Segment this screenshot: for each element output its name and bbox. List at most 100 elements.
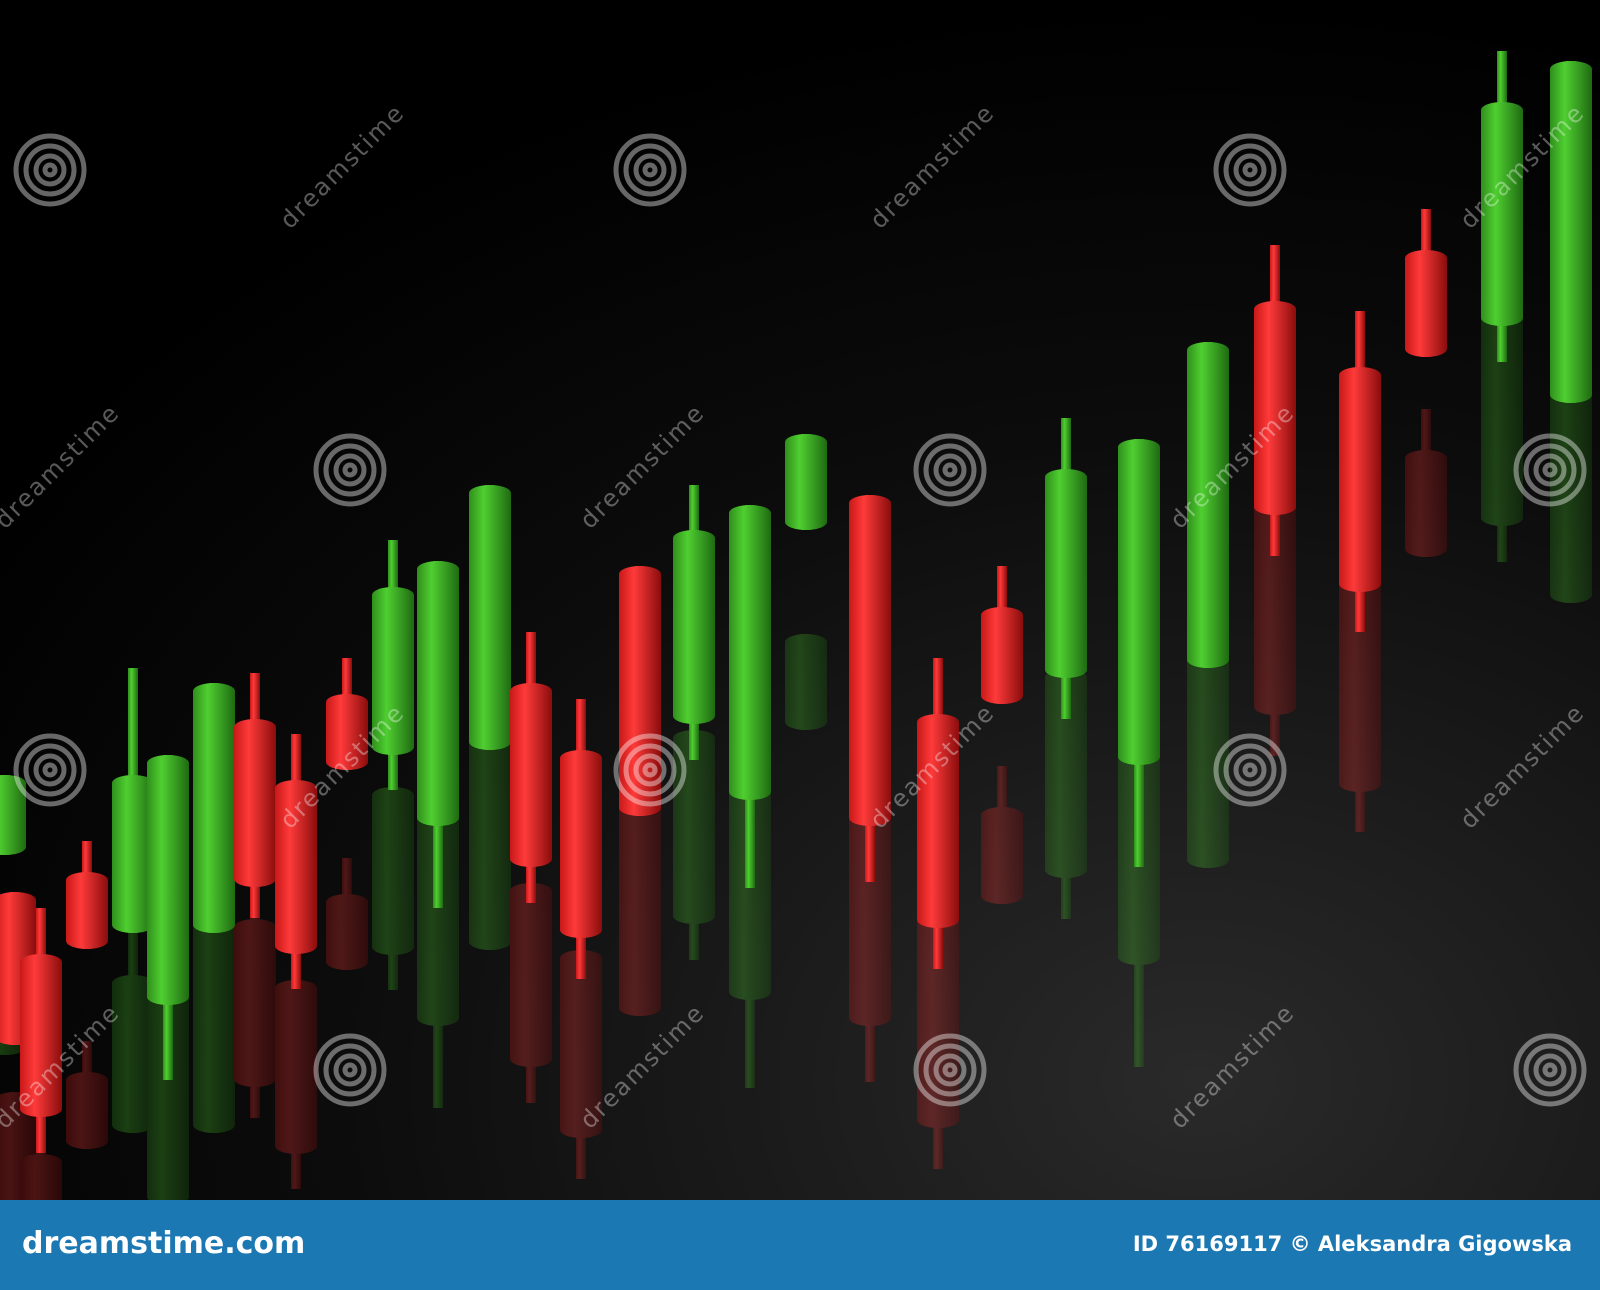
watermark-icon — [42, 762, 58, 778]
candle-body — [147, 755, 189, 1005]
candle-body — [326, 694, 368, 770]
candle-body — [1045, 469, 1087, 678]
candle-body — [1339, 367, 1381, 592]
candle-body — [469, 485, 511, 750]
candle-body — [785, 634, 827, 730]
watermark-icon — [1513, 1033, 1587, 1107]
candle-body — [981, 807, 1023, 904]
candle-body — [1405, 250, 1447, 357]
footer: dreamstime.com ID 76169117 © Aleksandra … — [0, 1200, 1600, 1290]
watermark-icon — [333, 453, 367, 487]
candle-body — [326, 894, 368, 970]
watermark-icon — [642, 762, 658, 778]
candle-body — [372, 787, 414, 955]
watermark-icon — [33, 753, 67, 787]
watermark-icon — [13, 133, 87, 207]
candle-body — [66, 1072, 108, 1149]
watermark-icon — [1242, 762, 1258, 778]
watermark-icon — [333, 1053, 367, 1087]
candle-body — [1405, 450, 1447, 557]
watermark-icon — [923, 1043, 977, 1097]
candle-body — [560, 950, 602, 1138]
candle-body — [1118, 439, 1160, 765]
candle-body — [1045, 669, 1087, 878]
candle-body — [234, 719, 276, 887]
watermark-icon — [633, 153, 667, 187]
candle-body — [112, 975, 154, 1133]
watermark-icon — [1223, 743, 1277, 797]
candles — [0, 51, 1592, 1153]
candle-body — [112, 775, 154, 933]
watermark-icon — [913, 1033, 987, 1107]
candle-body — [193, 883, 235, 1133]
watermark-icon — [1523, 443, 1577, 497]
candle-body — [981, 607, 1023, 704]
candle-body — [20, 1154, 62, 1200]
watermark-icon — [42, 162, 58, 178]
watermark-icon — [933, 453, 967, 487]
watermark-icon — [613, 133, 687, 207]
watermark-icon — [1233, 153, 1267, 187]
watermark-icon — [623, 743, 677, 797]
candle-body — [1481, 102, 1523, 326]
watermark-icon — [1533, 453, 1567, 487]
candle-body — [417, 561, 459, 826]
watermark-icon — [1233, 753, 1267, 787]
candle-body — [20, 954, 62, 1117]
candle-body — [917, 714, 959, 928]
candle-body — [510, 683, 552, 867]
watermark-icon — [1513, 433, 1587, 507]
watermark-icon — [1523, 1043, 1577, 1097]
candle-body — [234, 919, 276, 1087]
watermark-icon — [323, 443, 377, 497]
candle-body — [275, 780, 317, 954]
candle-body — [619, 766, 661, 1016]
watermark-icon — [23, 143, 77, 197]
candle-body — [729, 505, 771, 800]
candle-body — [619, 566, 661, 816]
watermark-icon — [313, 1033, 387, 1107]
watermark-icon — [942, 462, 958, 478]
candle-body — [785, 434, 827, 530]
watermark-icon — [1542, 462, 1558, 478]
watermark-icon — [342, 462, 358, 478]
watermark-icon — [313, 433, 387, 507]
watermark-icon — [13, 733, 87, 807]
candle-body — [560, 750, 602, 938]
watermark-icon — [1533, 1053, 1567, 1087]
watermark-icon — [1242, 162, 1258, 178]
watermark-icon — [342, 1062, 358, 1078]
candle-body — [1481, 302, 1523, 526]
watermark-icon — [23, 743, 77, 797]
watermark-icon — [613, 733, 687, 807]
watermark-icon — [1213, 133, 1287, 207]
watermark-icon — [642, 162, 658, 178]
candle-body — [673, 730, 715, 924]
candle-body — [372, 587, 414, 755]
watermark-icon — [1213, 733, 1287, 807]
candle-body — [66, 872, 108, 949]
watermark-icon — [1542, 1062, 1558, 1078]
candle-body — [1187, 342, 1229, 668]
site-name: dreamstime.com — [22, 1226, 306, 1261]
watermark-icon — [633, 753, 667, 787]
watermark-icon — [323, 1043, 377, 1097]
candle-body — [1550, 61, 1592, 403]
credit: ID 76169117 © Aleksandra Gigowska — [1132, 1232, 1572, 1256]
candle-body — [917, 914, 959, 1128]
candle-body — [849, 495, 891, 826]
candle-body — [193, 683, 235, 933]
candle-body — [1254, 501, 1296, 715]
candle-body — [275, 980, 317, 1154]
candle-body — [510, 883, 552, 1067]
candle-body — [469, 685, 511, 950]
watermark-icon — [33, 153, 67, 187]
watermark-icon — [923, 443, 977, 497]
watermark-icon — [942, 1062, 958, 1078]
watermark-icon — [913, 433, 987, 507]
candle-body — [0, 775, 26, 855]
watermark-icon — [1223, 143, 1277, 197]
candle-body — [1254, 301, 1296, 515]
